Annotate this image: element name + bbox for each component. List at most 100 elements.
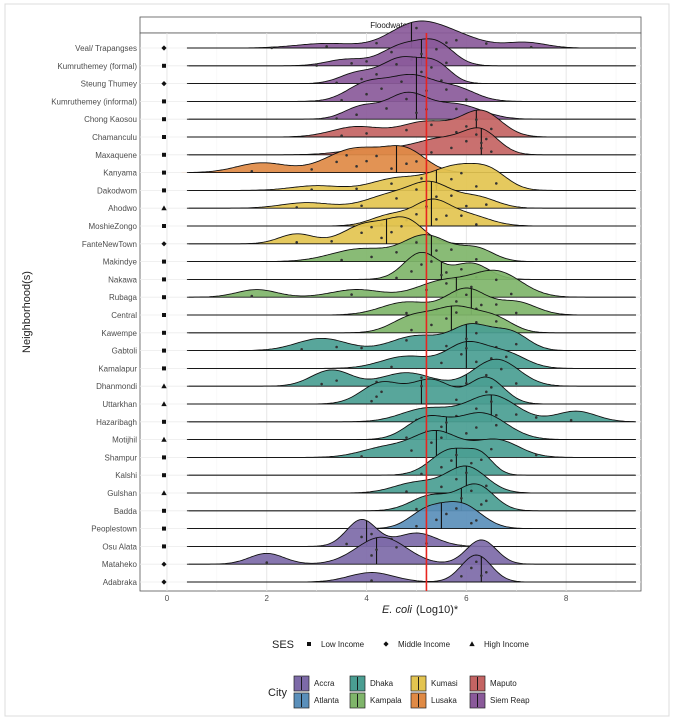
facet-strip-label: Floodwater	[370, 21, 410, 30]
data-point	[405, 339, 408, 342]
data-point	[415, 212, 418, 216]
ridge-kanyama	[152, 145, 641, 174]
ridge-area	[152, 56, 641, 84]
ridge-area	[152, 323, 641, 351]
data-point	[430, 260, 433, 263]
data-point	[385, 107, 388, 110]
data-point	[335, 81, 338, 85]
data-point	[410, 449, 413, 452]
data-point	[490, 400, 493, 403]
y-tick-label: Central	[111, 311, 137, 320]
y-tick-label: Makindye	[103, 258, 138, 267]
ses-legend-key-triangle	[469, 641, 475, 647]
data-point	[440, 436, 443, 439]
data-point	[475, 407, 478, 410]
y-tick-label: Motijhil	[112, 436, 137, 445]
legend: SES Low Income Middle Income High Income Cit…	[268, 639, 530, 709]
data-point	[395, 63, 398, 66]
data-point	[490, 127, 493, 131]
ridge-adabraka	[152, 554, 641, 583]
data-point	[445, 282, 448, 285]
data-point	[310, 188, 313, 192]
data-point	[470, 489, 473, 493]
data-point	[480, 458, 483, 462]
ridge-shampur	[152, 429, 641, 458]
data-point	[370, 532, 373, 536]
data-point	[445, 344, 448, 348]
ses-legend-label: Middle Income	[398, 640, 451, 649]
ridge-hazaribagh	[152, 394, 641, 423]
ridge-chamanculu	[152, 109, 641, 138]
ses-marker-square	[162, 135, 166, 139]
ses-marker-square	[162, 295, 166, 300]
ridge-rubaga	[152, 269, 641, 298]
y-tick-label: Dakodwom	[97, 186, 137, 195]
data-point	[460, 574, 463, 578]
data-point	[340, 258, 343, 262]
data-point	[335, 345, 338, 349]
data-point	[360, 77, 363, 81]
y-tick-label: Dhanmondi	[96, 382, 137, 391]
data-point	[475, 185, 478, 188]
data-point	[435, 518, 438, 522]
ses-marker-square	[162, 170, 166, 175]
data-point	[315, 64, 318, 67]
data-point	[450, 248, 453, 251]
data-point	[370, 579, 373, 582]
data-point	[400, 224, 403, 228]
data-point	[420, 52, 423, 56]
y-tick-label: Gulshan	[107, 489, 137, 498]
data-point	[360, 204, 363, 208]
data-point	[430, 66, 433, 69]
data-point	[475, 321, 478, 324]
data-point	[365, 92, 368, 96]
data-point	[450, 194, 453, 197]
ridge-area	[152, 288, 641, 315]
x-tick-labels: 0 2 4 6 8	[165, 594, 569, 603]
y-tick-label: Mataheko	[102, 560, 138, 569]
ses-marker-square	[162, 313, 166, 317]
data-point	[415, 188, 418, 191]
ridge-kalshi	[152, 447, 641, 476]
data-point	[494, 413, 498, 417]
city-legend-label: Maputo	[490, 679, 517, 688]
data-point	[494, 320, 498, 323]
data-point	[440, 425, 443, 429]
y-tick-label: Chong Kaosou	[84, 115, 137, 124]
data-point	[330, 239, 333, 243]
data-point	[365, 159, 368, 163]
ses-marker-triangle	[161, 490, 167, 496]
ridge-nakawa	[152, 251, 641, 280]
data-point	[415, 26, 418, 30]
data-point	[350, 62, 353, 65]
data-point	[475, 426, 478, 429]
data-point	[435, 249, 438, 252]
data-point	[300, 347, 303, 351]
data-point	[410, 270, 413, 273]
ridge-area	[152, 359, 641, 387]
data-point	[490, 386, 493, 389]
data-point	[295, 240, 299, 244]
data-point	[310, 168, 313, 171]
data-point	[450, 177, 453, 181]
data-point	[504, 355, 508, 359]
data-point	[460, 171, 463, 175]
ridge-area	[152, 21, 641, 48]
figure-border	[4, 3, 670, 717]
data-point	[475, 331, 478, 335]
data-point	[405, 128, 408, 132]
data-point	[440, 465, 443, 469]
data-point	[415, 111, 418, 115]
data-point	[430, 151, 433, 154]
data-point	[360, 455, 363, 458]
data-point	[494, 423, 498, 427]
data-point	[465, 293, 468, 297]
data-point	[335, 379, 338, 382]
ses-legend-key-diamond	[383, 641, 389, 647]
ses-legend-title: SES	[272, 639, 294, 651]
data-point	[340, 134, 343, 138]
data-point	[420, 384, 423, 388]
data-point	[450, 459, 453, 462]
data-point	[420, 472, 423, 476]
ridge-area	[152, 252, 641, 280]
